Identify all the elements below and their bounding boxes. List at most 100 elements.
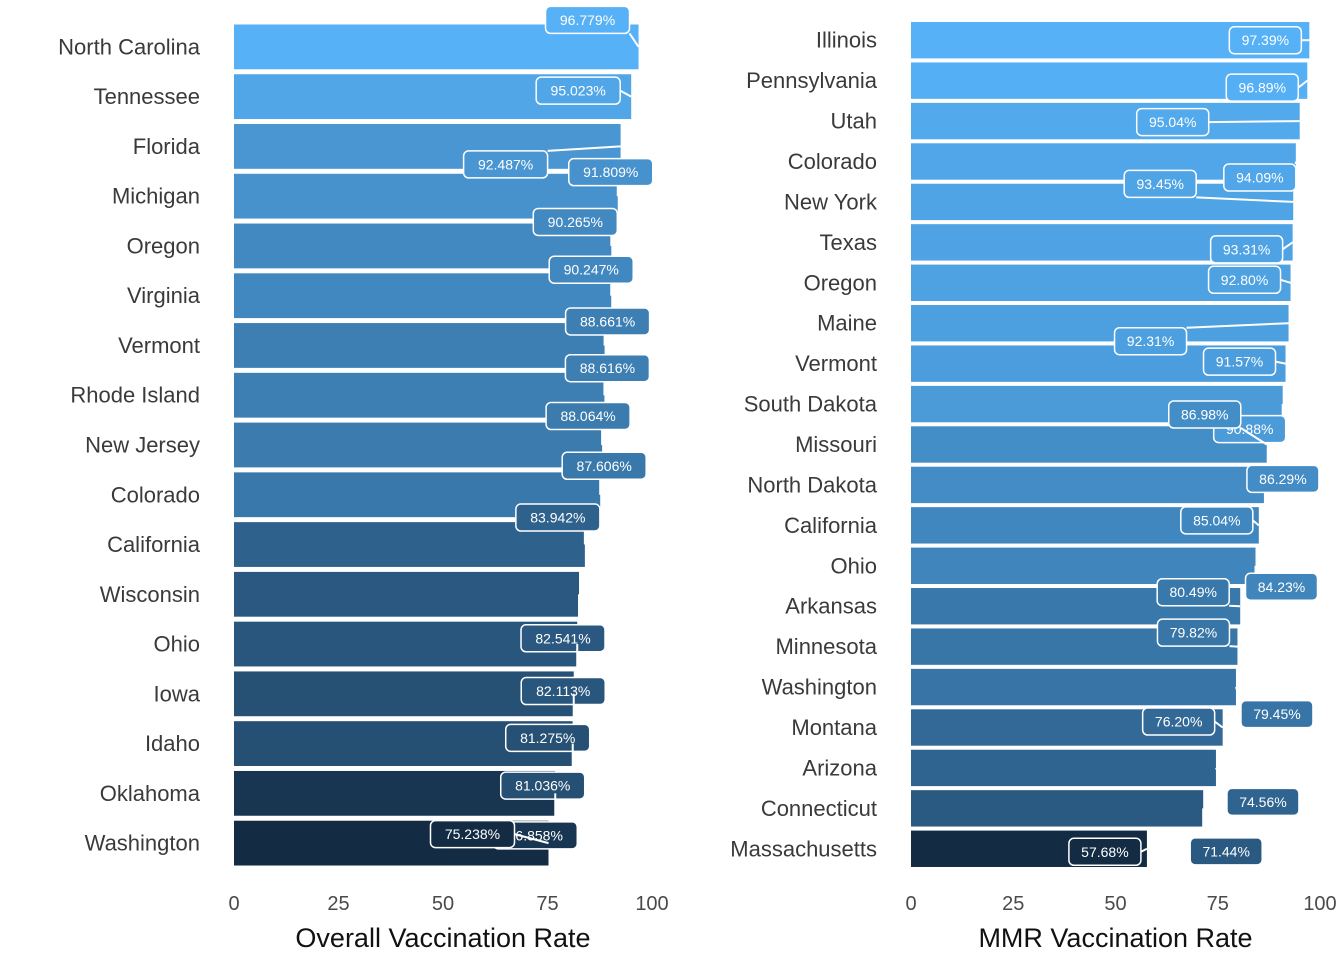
- bar-florida: [234, 124, 621, 169]
- x-tick-50: 50: [1104, 893, 1126, 915]
- data-label-box-minnesota: [1156, 618, 1231, 647]
- category-label-missouri: Missouri: [795, 432, 877, 457]
- data-label-florida: 92.487%: [462, 145, 621, 179]
- data-label-box-wisconsin: [520, 624, 606, 653]
- x-tick-100: 100: [1303, 893, 1336, 915]
- data-label-connecticut: 71.44%: [1189, 808, 1263, 866]
- data-label-box-idaho: [499, 771, 586, 800]
- data-label-text-arizona: 74.56%: [1239, 794, 1286, 810]
- data-label-texas: 93.31%: [1209, 235, 1294, 264]
- label-leader-tennessee: [619, 89, 632, 98]
- bar-iowa: [234, 671, 574, 717]
- category-label-california: California: [784, 513, 878, 538]
- data-label-michigan: 91.809%: [568, 157, 654, 197]
- category-label-south-dakota: South Dakota: [744, 392, 878, 417]
- data-label-box-massachusetts: [1068, 837, 1142, 867]
- bar-vermont: [234, 323, 605, 368]
- label-leader-missouri: [1240, 427, 1268, 446]
- label-leader-maine: [1186, 322, 1289, 329]
- data-label-rhode-island: 88.616%: [564, 353, 651, 396]
- bar-ohio: [911, 547, 1256, 584]
- category-label-vermont: Vermont: [118, 333, 200, 358]
- label-leader-pennsylvania: [1297, 79, 1308, 89]
- category-label-illinois: Illinois: [816, 28, 877, 53]
- data-label-text-oregon: 92.80%: [1221, 272, 1268, 288]
- data-label-box-texas: [1209, 235, 1284, 264]
- data-label-box-new-york: [1123, 169, 1197, 199]
- data-label-box-washington: [429, 819, 516, 849]
- data-label-box-rhode-island: [564, 353, 651, 383]
- data-label-montana: 76.20%: [1141, 707, 1224, 736]
- category-label-utah: Utah: [831, 109, 877, 134]
- data-label-text-ohio: 82.113%: [536, 683, 590, 699]
- data-label-box-montana: [1141, 707, 1216, 736]
- data-label-text-connecticut: 71.44%: [1202, 843, 1249, 859]
- data-label-text-iowa: 81.275%: [520, 730, 575, 746]
- category-label-ohio: Ohio: [154, 632, 200, 657]
- category-label-arkansas: Arkansas: [785, 594, 877, 619]
- data-label-california: 83.942%: [515, 503, 601, 545]
- label-leader-new-york: [1196, 196, 1294, 203]
- data-label-new-york: 93.45%: [1123, 169, 1294, 203]
- data-label-utah: 95.04%: [1135, 107, 1300, 137]
- data-label-text-michigan: 91.809%: [583, 164, 638, 180]
- data-label-text-oklahoma: 76.858%: [508, 827, 563, 843]
- category-label-rhode-island: Rhode Island: [70, 383, 200, 408]
- data-label-text-new-jersey: 88.064%: [560, 408, 615, 424]
- category-label-wisconsin: Wisconsin: [100, 582, 200, 607]
- data-label-text-north-carolina: 96.779%: [560, 12, 615, 28]
- label-leader-montana: [1214, 720, 1224, 729]
- bar-connecticut: [911, 790, 1204, 827]
- data-label-box-vermont: [1202, 347, 1277, 376]
- data-label-box-vermont: [564, 307, 651, 336]
- data-label-text-florida: 92.487%: [478, 156, 533, 172]
- bar-ohio: [234, 621, 578, 667]
- data-label-text-california: 85.04%: [1193, 512, 1240, 528]
- data-label-maine: 92.31%: [1113, 322, 1289, 356]
- data-label-missouri: 86.98%: [1167, 400, 1268, 446]
- category-label-new-york: New York: [784, 189, 878, 214]
- data-label-washington: 79.45%: [1235, 686, 1314, 729]
- label-leader-massachusetts: [1140, 847, 1148, 853]
- mmr-vaccination-panel: Illinois Pennsylvania Utah Colorado New York…: [730, 22, 1337, 953]
- data-label-text-maine: 92.31%: [1127, 333, 1174, 349]
- data-label-pennsylvania: 96.89%: [1225, 73, 1308, 102]
- data-labels: 96.779% 95.023% 92.487% 91.809% 90.265% 90.24…: [429, 5, 654, 850]
- label-leader-california: [1252, 519, 1260, 527]
- data-label-text-missouri: 86.98%: [1181, 407, 1228, 423]
- data-label-box-michigan: [568, 157, 654, 187]
- data-label-box-oregon: [532, 207, 619, 237]
- data-label-vermont: 88.661%: [564, 307, 651, 346]
- data-label-north-carolina: 96.779%: [544, 5, 640, 48]
- category-label-connecticut: Connecticut: [761, 796, 877, 821]
- x-tick-75: 75: [1207, 893, 1229, 915]
- data-label-arizona: 74.56%: [1215, 767, 1300, 817]
- data-label-box-virginia: [548, 255, 634, 284]
- data-label-box-arkansas: [1156, 577, 1230, 607]
- data-label-colorado: 94.09%: [1223, 161, 1297, 192]
- data-label-illinois: 97.39%: [1228, 25, 1310, 55]
- data-label-text-tennessee: 95.023%: [551, 83, 606, 99]
- data-label-text-washington: 79.45%: [1253, 706, 1300, 722]
- label-leader-oregon: [1280, 278, 1291, 284]
- bar-north-dakota: [911, 466, 1264, 504]
- x-axis-ticks: 0 25 50 75 100: [228, 893, 668, 915]
- category-labels: Illinois Pennsylvania Utah Colorado New York…: [730, 28, 878, 862]
- category-label-washington: Washington: [762, 675, 877, 700]
- data-label-box-california: [515, 503, 601, 532]
- x-tick-25: 25: [327, 893, 349, 915]
- data-label-text-vermont: 91.57%: [1216, 354, 1263, 370]
- category-label-oklahoma: Oklahoma: [100, 781, 201, 806]
- data-label-text-idaho: 81.036%: [515, 778, 570, 794]
- overall-vaccination-panel: North Carolina Tennessee Florida Michigan Or…: [58, 5, 669, 953]
- category-label-colorado: Colorado: [111, 482, 200, 507]
- category-label-iowa: Iowa: [154, 681, 201, 706]
- category-label-oregon: Oregon: [804, 270, 877, 295]
- label-leader-texas: [1282, 241, 1294, 251]
- category-label-minnesota: Minnesota: [775, 634, 877, 659]
- data-label-massachusetts: 57.68%: [1068, 837, 1148, 867]
- data-label-box-new-jersey: [545, 401, 631, 431]
- x-axis-title: Overall Vaccination Rate: [295, 923, 590, 953]
- x-tick-25: 25: [1002, 893, 1024, 915]
- data-label-text-montana: 76.20%: [1155, 714, 1202, 730]
